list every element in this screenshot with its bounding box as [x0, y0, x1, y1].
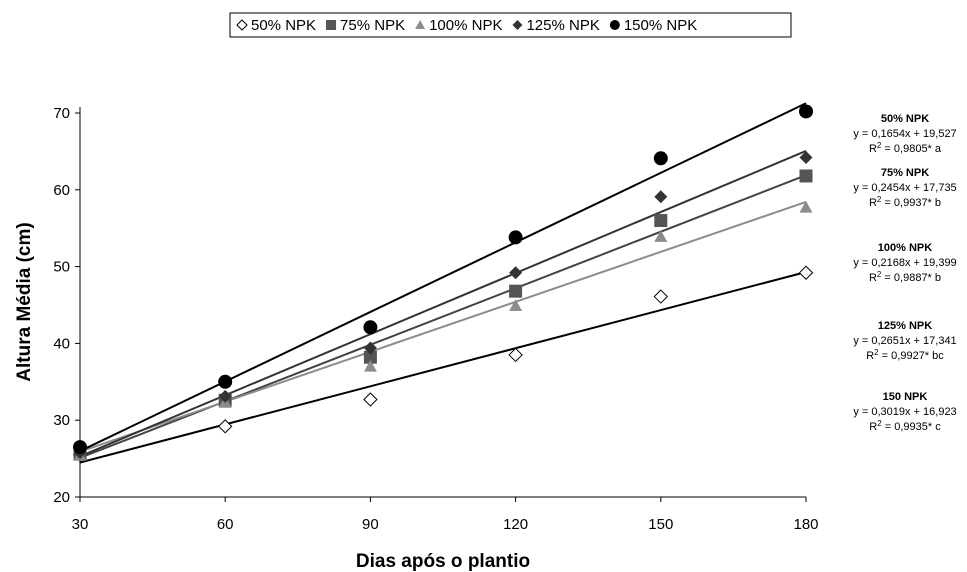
data-point-50-npk [363, 392, 378, 407]
data-point-150-npk [508, 230, 523, 245]
y-tick-label: 50 [53, 259, 70, 276]
legend-label-100-npk: 100% NPK [429, 17, 502, 34]
legend-marker-100-npk [415, 20, 426, 29]
legend-label-125-npk: 125% NPK [526, 17, 599, 34]
equation-r2-125-npk: R2 = 0,9927* bc [866, 348, 944, 362]
data-point-75-npk [509, 284, 523, 298]
equation-formula-150-npk: y = 0,3019x + 16,923 [853, 406, 956, 418]
data-point-150-npk [363, 320, 378, 335]
data-point-125-npk [509, 266, 523, 280]
y-ticks: 20 30 40 50 60 70 [53, 105, 80, 506]
y-tick-label: 40 [53, 335, 70, 352]
x-tick-label: 60 [217, 516, 234, 533]
data-point-150-npk [218, 374, 233, 389]
legend: 50% NPK 75% NPK 100% NPK 125% NPK 150% NPK [229, 12, 792, 38]
data-point-125-npk [218, 389, 232, 403]
equation-r2-50-npk: R2 = 0,9805* a [869, 141, 942, 155]
trend-line-100-npk [79, 200, 807, 453]
y-tick-label: 70 [53, 105, 70, 122]
equation-r2-150-npk: R2 = 0,9935* c [869, 419, 941, 433]
data-point-100-npk [509, 299, 523, 311]
data-point-50-npk [798, 265, 814, 280]
legend-label-50-npk: 50% NPK [251, 17, 316, 34]
x-tick-label: 180 [793, 516, 818, 533]
legend-label-75-npk: 75% NPK [340, 17, 405, 34]
legend-marker-150-npk [609, 20, 620, 30]
data-point-150-npk [73, 440, 87, 455]
equation-formula-75-npk: y = 0,2454x + 17,735 [853, 182, 956, 194]
data-point-150-npk [799, 104, 813, 119]
equation-title-125-npk: 125% NPK [878, 320, 932, 332]
data-point-75-npk [799, 169, 813, 183]
equation-formula-125-npk: y = 0,2651x + 17,341 [853, 335, 956, 347]
legend-marker-125-npk [512, 20, 523, 30]
trend-line-50-npk [79, 271, 807, 464]
data-point-150-npk [653, 151, 668, 166]
equation-r2-100-npk: R2 = 0,9887* b [869, 270, 941, 284]
legend-marker-50-npk [236, 19, 248, 31]
y-tick-label: 20 [53, 489, 70, 506]
data-point-75-npk [363, 350, 377, 364]
equation-formula-50-npk: y = 0,1654x + 19,527 [853, 128, 956, 140]
equation-formula-100-npk: y = 0,2168x + 19,399 [853, 257, 956, 269]
x-tick-label: 90 [362, 516, 379, 533]
equation-title-150-npk: 150 NPK [883, 391, 928, 403]
x-tick-label: 30 [72, 516, 89, 533]
trend-lines [79, 102, 807, 464]
data-point-50-npk [217, 419, 233, 434]
data-point-125-npk [799, 151, 813, 165]
legend-label-150-npk: 150% NPK [624, 17, 697, 34]
data-point-50-npk [508, 347, 523, 363]
equation-r2-75-npk: R2 = 0,9937* b [869, 195, 941, 209]
data-point-75-npk [654, 214, 668, 228]
x-ticks: 30 60 90 120 150 180 [72, 497, 819, 533]
data-point-100-npk [799, 200, 813, 213]
x-tick-label: 120 [503, 516, 528, 533]
y-tick-label: 30 [53, 412, 70, 429]
data-point-100-npk [654, 230, 668, 242]
y-tick-label: 60 [53, 182, 70, 199]
trend-line-150-npk [79, 102, 807, 452]
data-point-50-npk [653, 289, 669, 304]
legend-marker-75-npk [326, 20, 337, 30]
equation-title-50-npk: 50% NPK [881, 113, 929, 125]
trend-line-125-npk [79, 150, 807, 458]
trend-line-75-npk [79, 174, 807, 459]
data-point-100-npk [363, 359, 377, 372]
legend-frame [229, 12, 792, 38]
x-axis-title: Dias após o plantio [356, 551, 530, 572]
equation-title-100-npk: 100% NPK [878, 242, 932, 254]
y-axis-title: Altura Média (cm) [14, 222, 35, 381]
equation-title-75-npk: 75% NPK [881, 167, 929, 179]
data-point-125-npk [363, 341, 377, 355]
data-points [72, 104, 814, 462]
data-point-125-npk [654, 190, 668, 204]
x-tick-label: 150 [648, 516, 673, 533]
